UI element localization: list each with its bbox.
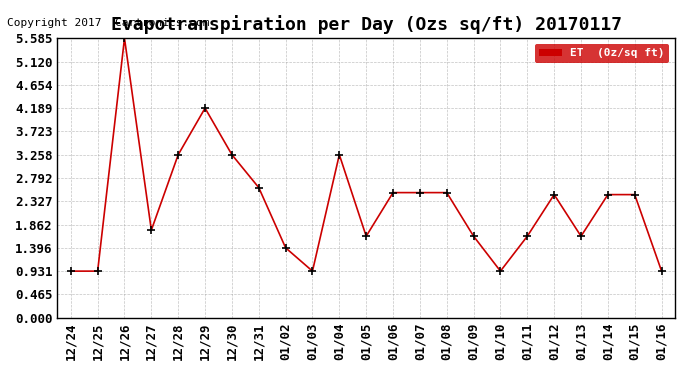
Text: Copyright 2017  Cartronics.com: Copyright 2017 Cartronics.com <box>7 18 209 28</box>
Legend: ET  (0z/sq ft): ET (0z/sq ft) <box>535 44 669 63</box>
Title: Evapotranspiration per Day (Ozs sq/ft) 20170117: Evapotranspiration per Day (Ozs sq/ft) 2… <box>110 15 622 34</box>
